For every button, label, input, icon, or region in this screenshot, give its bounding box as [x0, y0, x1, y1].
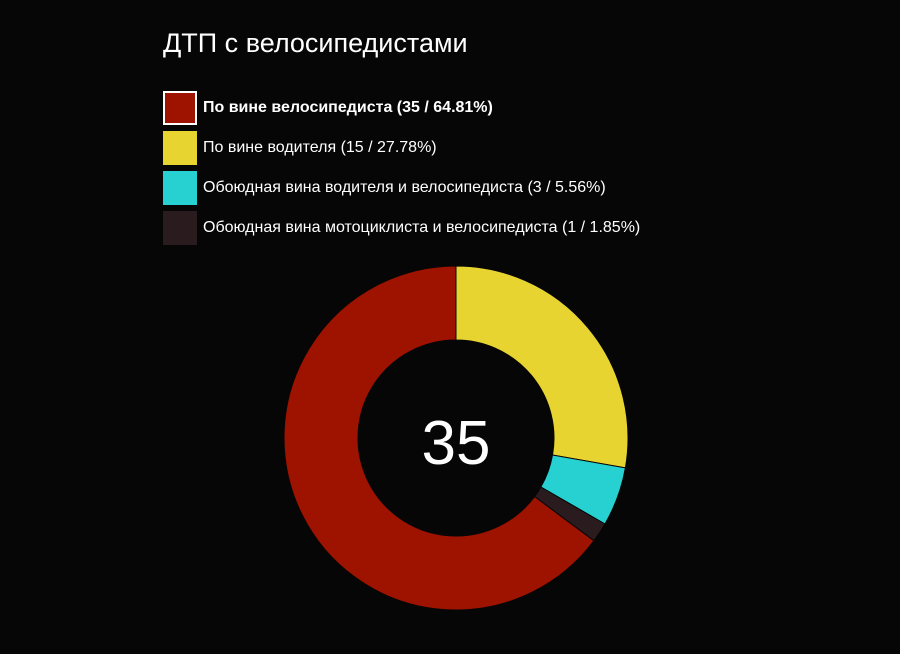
- legend-item-mutual-driver-cyclist[interactable]: Обоюдная вина водителя и велосипедиста (…: [163, 170, 640, 206]
- legend-item-cyclist-fault[interactable]: По вине велосипедиста (35 / 64.81%): [163, 90, 640, 126]
- slice-cyclist-fault[interactable]: [283, 265, 595, 611]
- legend-swatch: [163, 211, 197, 245]
- legend: По вине велосипедиста (35 / 64.81%) По в…: [163, 90, 640, 250]
- legend-label: По вине велосипедиста (35 / 64.81%): [203, 99, 493, 116]
- legend-swatch: [163, 131, 197, 165]
- chart-title: ДТП с велосипедистами: [163, 28, 468, 58]
- slice-mutual-motorcyclist-cyclist[interactable]: [533, 486, 606, 542]
- legend-item-mutual-motorcyclist-cyclist[interactable]: Обоюдная вина мотоциклиста и велосипедис…: [163, 210, 640, 246]
- slice-driver-fault[interactable]: [455, 265, 629, 469]
- donut-slices: [283, 265, 629, 611]
- legend-label: По вине водителя (15 / 27.78%): [203, 139, 437, 156]
- legend-label: Обоюдная вина мотоциклиста и велосипедис…: [203, 219, 641, 236]
- legend-item-driver-fault[interactable]: По вине водителя (15 / 27.78%): [163, 130, 640, 166]
- legend-swatch: [163, 171, 197, 205]
- legend-label: Обоюдная вина водителя и велосипедиста (…: [203, 179, 606, 196]
- legend-swatch: [163, 91, 197, 125]
- center-value: 35: [422, 409, 491, 478]
